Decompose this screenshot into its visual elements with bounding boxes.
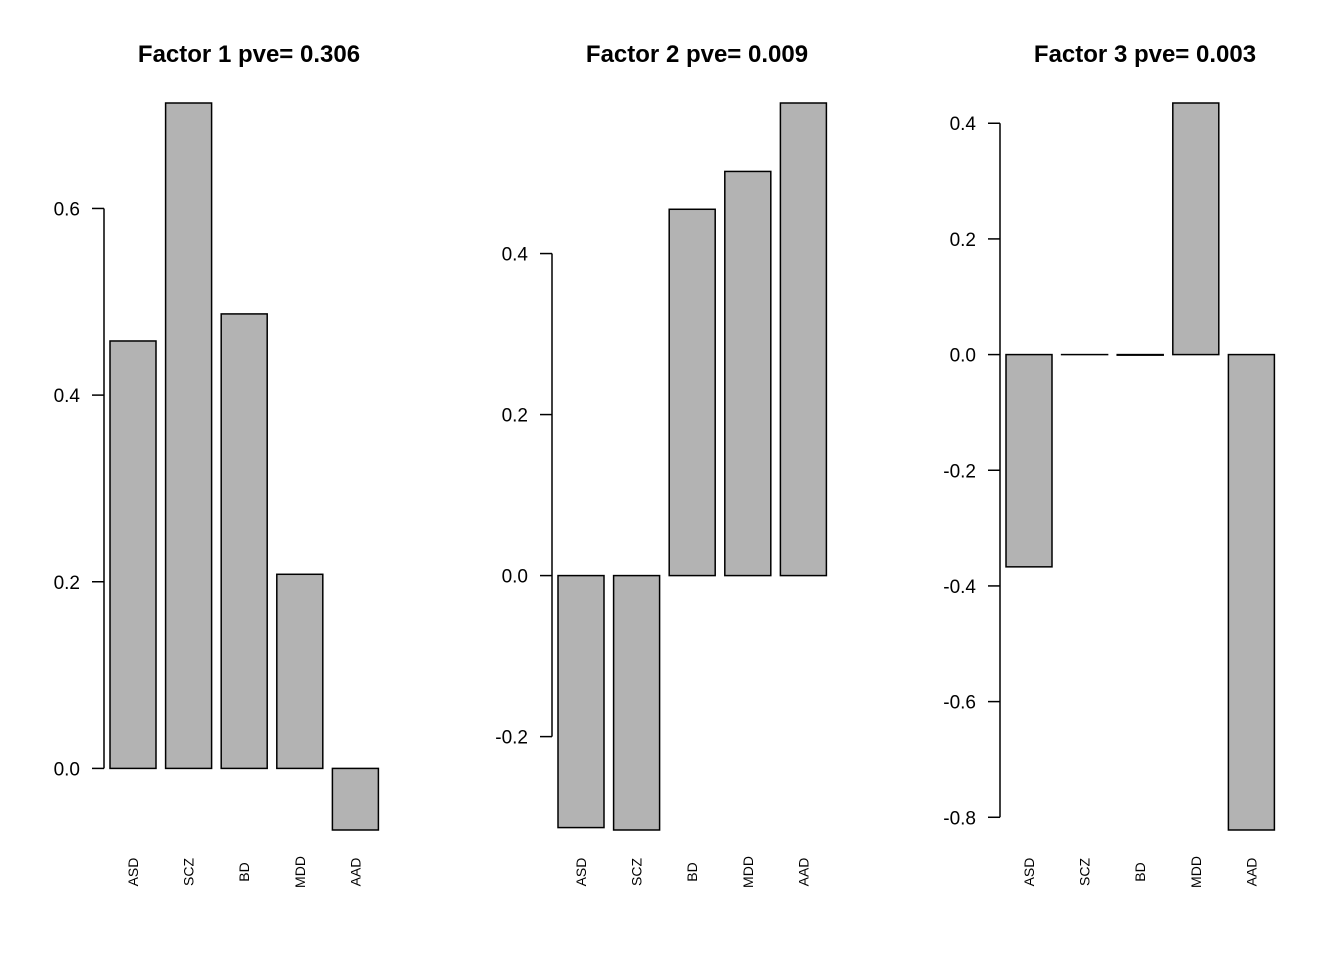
- bar-aad: [1227, 353, 1276, 831]
- bar-asd: [109, 340, 157, 770]
- panel-title: Factor 2 pve= 0.009: [586, 41, 808, 68]
- x-category-label: AAD: [795, 858, 811, 887]
- bar-scz: [612, 574, 661, 831]
- x-category-label: AAD: [1243, 858, 1259, 887]
- panel-3: Factor 3 pve= 0.003 -0.8 -0.6 -0.4 -0.2 0.0 0.…: [943, 41, 1276, 888]
- x-category-label: ASD: [125, 858, 141, 887]
- y-tick-label: 0.2: [950, 230, 976, 251]
- bar-aad: [779, 102, 828, 577]
- x-category-label: MDD: [740, 856, 756, 888]
- bar-bd: [668, 208, 716, 577]
- x-category-label: AAD: [347, 858, 363, 887]
- y-tick-label: -0.4: [943, 577, 976, 598]
- bar-bd: [220, 313, 268, 770]
- y-tick-label: 0.6: [54, 199, 80, 220]
- y-tick-label: 0.4: [950, 114, 977, 135]
- y-tick-label: -0.2: [495, 728, 528, 749]
- y-tick-label: 0.4: [502, 245, 529, 266]
- x-category-label: BD: [684, 862, 700, 881]
- bar-scz: [164, 102, 213, 770]
- y-tick-label: -0.6: [943, 693, 976, 714]
- y-tick-label: 0.0: [54, 759, 80, 780]
- x-category-label: SCZ: [181, 858, 197, 886]
- x-category-label: BD: [1132, 862, 1148, 881]
- y-tick-label: 0.2: [502, 406, 528, 427]
- bar-mdd: [276, 573, 324, 770]
- y-tick-label: 0.2: [54, 573, 80, 594]
- x-category-label: BD: [236, 862, 252, 881]
- bar-bd: [1116, 353, 1164, 356]
- panel-2: Factor 2 pve= 0.009 -0.2 0.0 0.2 0.4 ASD SCZ BD…: [495, 41, 828, 888]
- x-category-label: SCZ: [629, 858, 645, 886]
- bar-aad: [331, 767, 380, 831]
- y-tick-label: 0.4: [54, 386, 81, 407]
- x-category-label: ASD: [573, 858, 589, 887]
- x-category-label: SCZ: [1077, 858, 1093, 886]
- x-category-label: MDD: [1188, 856, 1204, 888]
- bar-asd: [557, 574, 605, 829]
- bar-mdd: [1172, 102, 1220, 356]
- panel-title: Factor 3 pve= 0.003: [1034, 41, 1256, 68]
- y-tick-label: -0.2: [943, 461, 976, 482]
- bar-mdd: [724, 170, 772, 577]
- panel-1: Factor 1 pve= 0.306 0.0 0.2 0.4 0.6 ASD SCZ BD M…: [54, 41, 380, 888]
- y-tick-label: -0.8: [943, 808, 976, 829]
- panel-title: Factor 1 pve= 0.306: [138, 41, 360, 68]
- y-tick-label: 0.0: [950, 346, 976, 367]
- bar-asd: [1005, 353, 1053, 568]
- x-category-label: ASD: [1021, 858, 1037, 887]
- y-tick-label: 0.0: [502, 567, 528, 588]
- x-category-label: MDD: [292, 856, 308, 888]
